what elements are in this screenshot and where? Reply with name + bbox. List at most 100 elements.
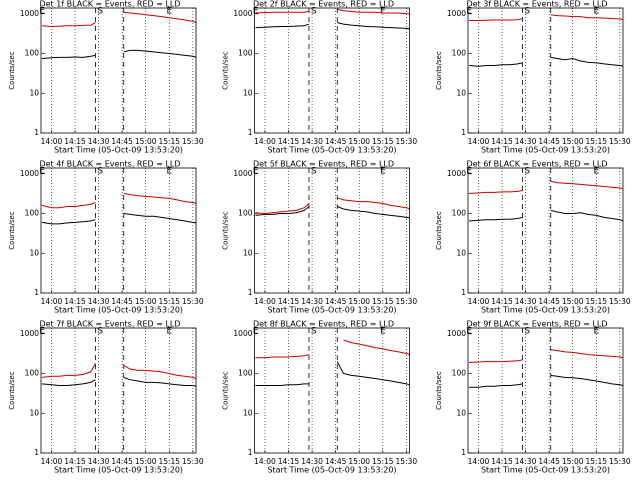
- marker-label: S: [524, 327, 530, 337]
- x-tick-label: 15:00: [562, 137, 584, 146]
- y-tick-label: 1: [248, 288, 253, 297]
- chart-title: Det 2f BLACK = Events, RED = LLD: [253, 0, 394, 9]
- x-tick-label: 14:30: [88, 457, 110, 466]
- marker-label: S: [97, 327, 103, 337]
- x-tick-label: 14:30: [88, 137, 110, 146]
- x-tick-label: 14:15: [64, 457, 86, 466]
- marker-label: E: [253, 167, 259, 177]
- marker-label: E: [39, 7, 45, 17]
- x-tick-label: 15:30: [609, 457, 631, 466]
- x-tick-label: 14:30: [88, 297, 110, 306]
- x-tick-label: 15:00: [135, 297, 157, 306]
- x-tick-label: 15:00: [135, 457, 157, 466]
- y-tick-label: 1: [248, 128, 253, 137]
- y-axis-label: Counts/sec: [222, 371, 230, 410]
- y-tick-label: 1000: [20, 169, 39, 178]
- marker-label: E: [253, 7, 259, 17]
- chart-title: Det 7f BLACK = Events, RED = LLD: [39, 320, 180, 329]
- x-tick-label: 15:30: [182, 457, 204, 466]
- x-tick-label: 14:45: [325, 297, 347, 306]
- marker-label: S: [524, 167, 530, 177]
- x-tick-label: 14:00: [468, 137, 490, 146]
- x-tick-label: 14:30: [515, 297, 537, 306]
- marker-label: E: [39, 167, 45, 177]
- series-line: [41, 193, 197, 209]
- marker-label: S: [97, 167, 103, 177]
- x-axis-label: Start Time (05-Oct-09 13:53:20): [481, 306, 610, 315]
- y-tick-label: 10: [456, 88, 466, 97]
- x-tick-label: 14:30: [301, 137, 323, 146]
- x-tick-label: 15:00: [348, 137, 370, 146]
- marker-label: E: [466, 7, 472, 17]
- marker-label: E: [166, 7, 172, 17]
- y-axis-label: Counts/sec: [435, 211, 443, 250]
- marker-label: S: [524, 7, 530, 17]
- x-axis-label: Start Time (05-Oct-09 13:53:20): [54, 466, 183, 475]
- y-tick-label: 1000: [233, 9, 252, 18]
- x-tick-label: 14:45: [111, 297, 133, 306]
- y-tick-label: 10: [29, 248, 39, 257]
- plot-frame: [467, 7, 624, 134]
- y-axis-label: Counts/sec: [8, 211, 16, 250]
- y-tick-label: 1: [34, 128, 39, 137]
- x-tick-label: 14:15: [64, 137, 86, 146]
- series-line: [255, 22, 410, 30]
- x-tick-label: 15:15: [585, 457, 607, 466]
- x-tick-label: 14:15: [278, 457, 300, 466]
- marker-label: E: [39, 327, 45, 337]
- x-tick-label: 14:00: [468, 297, 490, 306]
- plot-frame: [254, 167, 410, 294]
- y-tick-label: 10: [456, 408, 466, 417]
- x-tick-label: 14:15: [491, 297, 513, 306]
- series-line: [255, 206, 410, 219]
- y-tick-label: 100: [452, 49, 467, 58]
- chart-title: Det 4f BLACK = Events, RED = LLD: [39, 160, 180, 169]
- x-tick-label: 14:30: [301, 457, 323, 466]
- x-tick-label: 14:00: [41, 297, 63, 306]
- x-tick-label: 15:15: [372, 137, 394, 146]
- x-tick-label: 14:45: [111, 137, 133, 146]
- y-tick-label: 100: [25, 49, 40, 58]
- plot-frame: [40, 327, 197, 454]
- x-tick-label: 15:30: [609, 297, 631, 306]
- x-tick-label: 14:00: [254, 457, 276, 466]
- x-tick-label: 14:45: [538, 137, 560, 146]
- y-tick-label: 10: [243, 88, 253, 97]
- y-tick-label: 100: [238, 369, 253, 378]
- chart-title: Det 3f BLACK = Events, RED = LLD: [466, 0, 607, 9]
- marker-label: S: [97, 7, 103, 17]
- marker-label: E: [593, 7, 599, 17]
- series-line: [255, 197, 410, 215]
- series-line: [468, 209, 624, 222]
- y-axis-label: Counts/sec: [8, 371, 16, 410]
- x-tick-label: 15:15: [585, 137, 607, 146]
- x-tick-label: 14:15: [278, 137, 300, 146]
- x-tick-label: 14:00: [254, 297, 276, 306]
- x-tick-label: 15:15: [158, 137, 180, 146]
- x-tick-label: 15:30: [396, 137, 418, 146]
- marker-label: E: [380, 327, 386, 337]
- series-line: [41, 213, 197, 225]
- plot-frame: [254, 327, 410, 454]
- y-axis-label: Counts/sec: [435, 371, 443, 410]
- y-tick-label: 100: [452, 369, 467, 378]
- y-tick-label: 1000: [447, 169, 466, 178]
- y-tick-label: 1: [461, 448, 466, 457]
- x-tick-label: 14:15: [491, 137, 513, 146]
- marker-label: E: [593, 327, 599, 337]
- x-tick-label: 14:45: [111, 457, 133, 466]
- y-tick-label: 10: [456, 248, 466, 257]
- x-axis-label: Start Time (05-Oct-09 13:53:20): [267, 466, 396, 475]
- chart-title: Det 8f BLACK = Events, RED = LLD: [253, 320, 394, 329]
- marker-label: S: [311, 167, 317, 177]
- y-tick-label: 100: [452, 209, 467, 218]
- y-tick-label: 100: [238, 209, 253, 218]
- plot-frame: [467, 327, 624, 454]
- plot-frame: [254, 7, 410, 134]
- marker-label: S: [311, 7, 317, 17]
- x-axis-label: Start Time (05-Oct-09 13:53:20): [481, 146, 610, 155]
- x-tick-label: 14:15: [491, 457, 513, 466]
- x-tick-label: 15:15: [585, 297, 607, 306]
- chart-title: Det 5f BLACK = Events, RED = LLD: [253, 160, 394, 169]
